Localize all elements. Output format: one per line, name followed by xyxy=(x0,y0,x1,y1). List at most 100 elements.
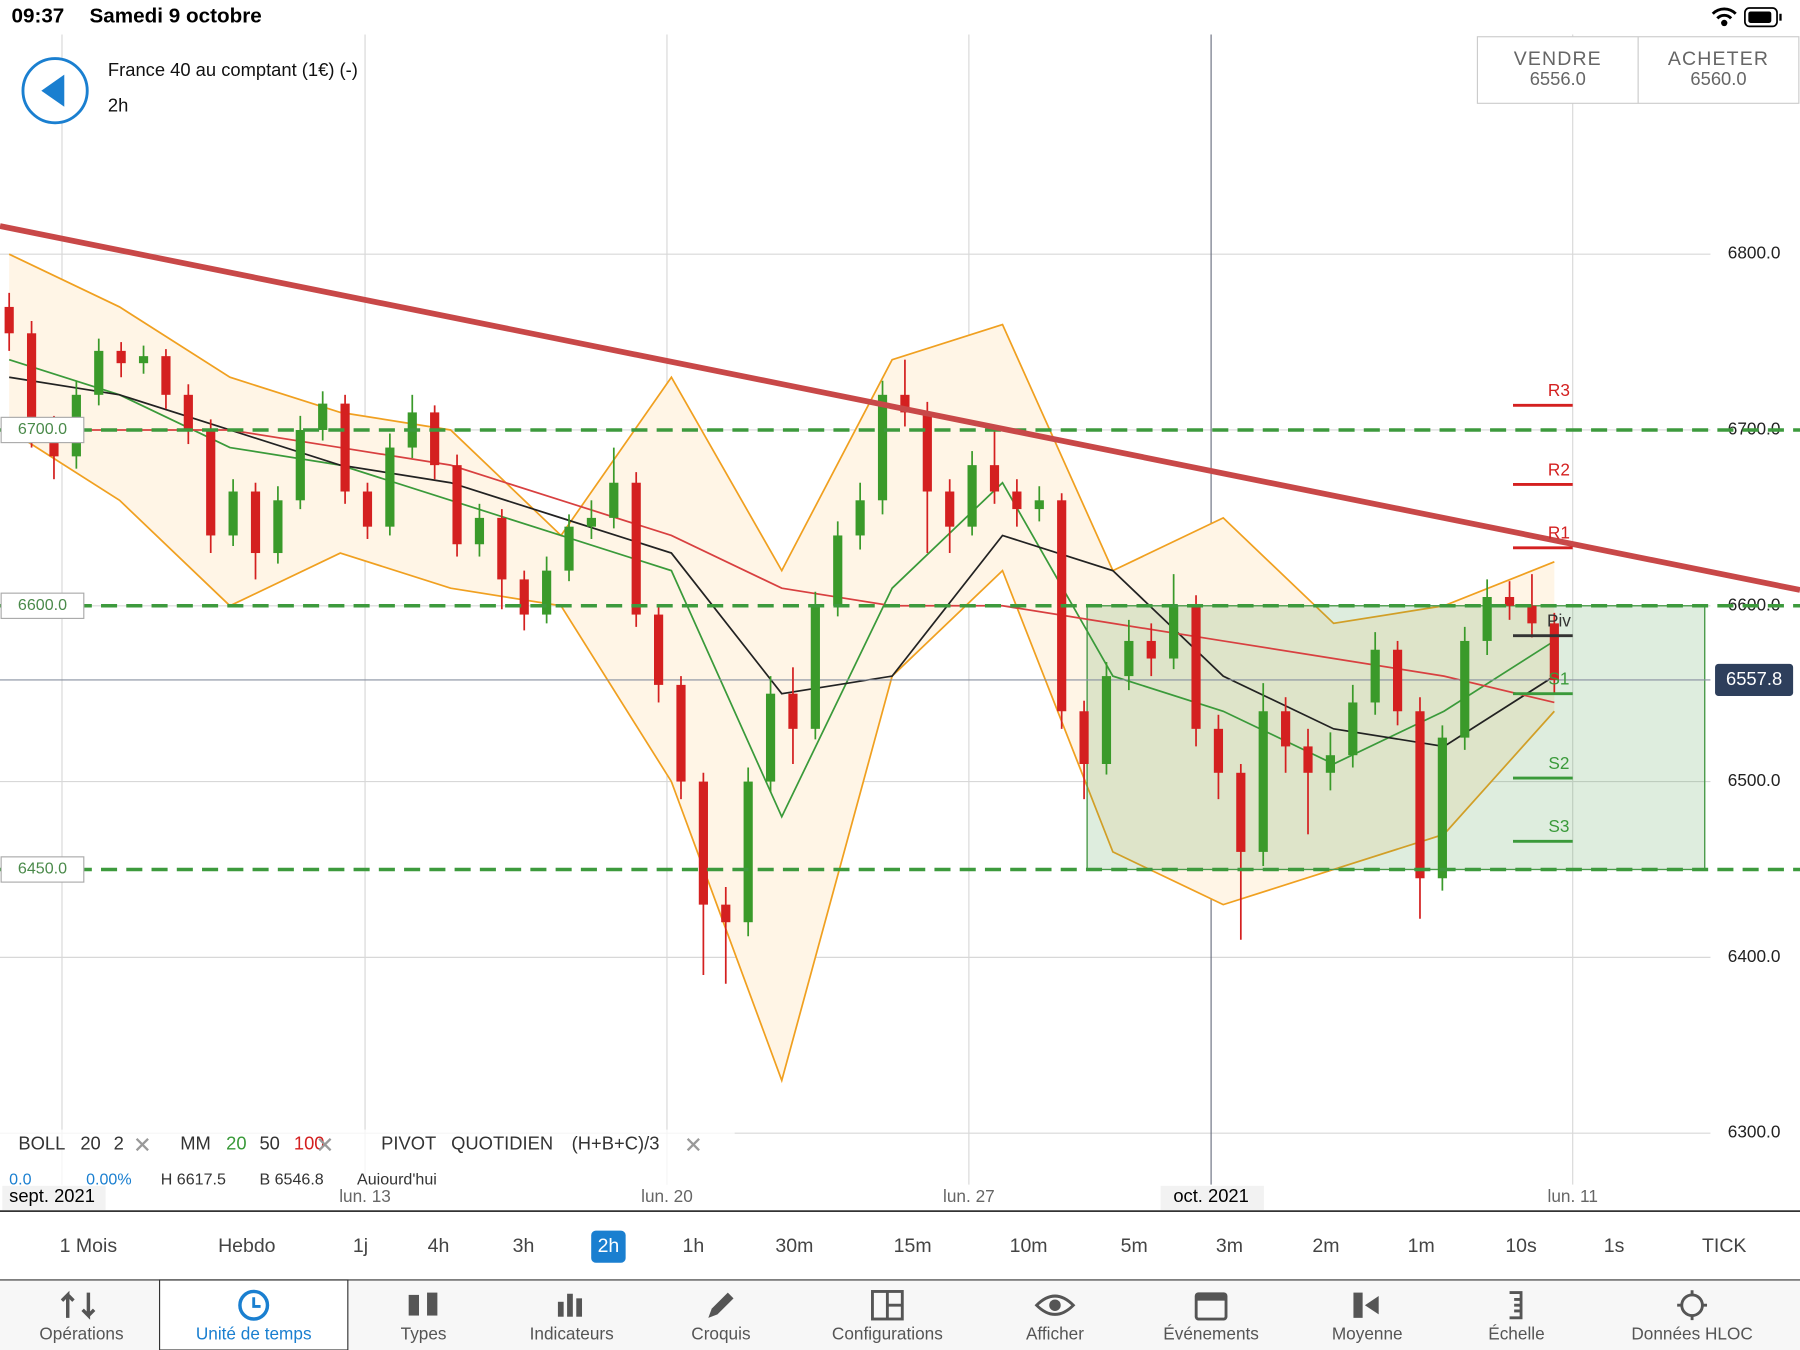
toolbar-button[interactable]: Configurations xyxy=(832,1290,943,1344)
timeframe-button[interactable]: 3h xyxy=(513,1235,535,1257)
toolbar-button[interactable]: Opérations xyxy=(39,1290,124,1344)
icon-shape xyxy=(567,1293,573,1317)
candle-body xyxy=(250,491,261,554)
candle-body xyxy=(273,500,283,554)
plot-area xyxy=(0,253,1711,1084)
icon-shape xyxy=(1034,1294,1076,1316)
toolbar-icon xyxy=(871,1290,904,1321)
toolbar-label: Afficher xyxy=(1026,1324,1084,1344)
status-time: 09:37 xyxy=(11,5,64,28)
y-tick-label: 6500.0 xyxy=(1728,770,1781,790)
candle-body xyxy=(810,605,820,729)
candle-body xyxy=(26,333,37,430)
candle-body xyxy=(1101,676,1112,764)
toolbar-button[interactable]: Indicateurs xyxy=(530,1293,614,1344)
remove-pivot[interactable] xyxy=(686,1137,700,1152)
toolbar-label: Événements xyxy=(1163,1324,1259,1344)
timeframe-button[interactable]: 4h xyxy=(428,1235,450,1257)
toolbar-icon xyxy=(1509,1291,1523,1320)
timeframe-label: TICK xyxy=(1702,1235,1746,1257)
candle-body xyxy=(340,403,350,492)
x-tick-label: lun. 13 xyxy=(339,1186,391,1206)
toolbar-button[interactable]: Types xyxy=(401,1292,447,1344)
x-axis-bg xyxy=(0,1184,1800,1212)
timeframe-button[interactable]: TICK xyxy=(1702,1235,1746,1257)
toolbar-button[interactable]: Moyenne xyxy=(1332,1292,1403,1344)
timeframe-button[interactable]: 1 Mois xyxy=(60,1235,118,1257)
timeframe-button[interactable]: 1s xyxy=(1604,1235,1625,1257)
buy-label: ACHETER xyxy=(1668,48,1769,70)
candle-body xyxy=(1258,711,1268,852)
y-tick-label: 6300.0 xyxy=(1728,1122,1781,1142)
candle-body xyxy=(1325,755,1335,773)
interval-label: 2h xyxy=(108,95,128,116)
toolbar-icon xyxy=(708,1292,734,1318)
candle-body xyxy=(519,579,529,615)
toolbar-button[interactable]: Événements xyxy=(1163,1292,1259,1344)
candle-body xyxy=(833,535,843,606)
candle-body xyxy=(1012,491,1022,510)
toolbar-icon xyxy=(557,1293,583,1317)
timeframe-label: 3m xyxy=(1216,1235,1243,1257)
candle-body xyxy=(989,465,1000,492)
candle-body xyxy=(631,482,641,615)
timeframe-button[interactable]: 15m xyxy=(894,1235,932,1257)
pivot-label: Piv xyxy=(1547,610,1571,630)
timeframe-label: 10m xyxy=(1010,1235,1048,1257)
icon-shape xyxy=(708,1292,734,1318)
candle-body xyxy=(765,693,776,782)
candle-body xyxy=(1504,596,1515,606)
wifi-icon xyxy=(1711,7,1737,27)
timeframe-button[interactable]: 1j xyxy=(353,1235,368,1257)
candle-body xyxy=(1146,640,1156,659)
status-date: Samedi 9 octobre xyxy=(90,5,262,28)
indicator-param: 100 xyxy=(294,1132,325,1153)
candle-body xyxy=(228,491,238,536)
toolbar-button[interactable]: Échelle xyxy=(1488,1291,1545,1344)
timeframe-button[interactable]: 2h xyxy=(591,1230,626,1263)
level-label: 6700.0 xyxy=(18,420,67,438)
indicator-info: 0.0 0.00% H 6617.5 B 6546.8 Aujourd'hui xyxy=(9,1170,437,1188)
level-label-box xyxy=(0,856,85,883)
pivot-label: R1 xyxy=(1548,523,1570,543)
y-tick-label: 6400.0 xyxy=(1728,946,1781,966)
timeframe-button[interactable]: 10m xyxy=(1010,1235,1048,1257)
timeframe-button[interactable]: Hebdo xyxy=(218,1235,276,1257)
back-button[interactable] xyxy=(21,57,89,125)
timeframe-button[interactable]: 1h xyxy=(683,1235,705,1257)
remove-mm[interactable] xyxy=(318,1137,332,1152)
info-change: 0.0 xyxy=(9,1170,31,1188)
timeframe-button[interactable]: 2m xyxy=(1312,1235,1339,1257)
sell-button[interactable]: VENDRE 6556.0 xyxy=(1514,48,1602,89)
icon-shape xyxy=(408,1294,420,1316)
icon-shape xyxy=(1353,1292,1363,1318)
info-low: B 6546.8 xyxy=(259,1170,323,1188)
candle-body xyxy=(542,570,552,615)
timeframe-label: 2h xyxy=(598,1235,620,1257)
last-price-label: 6557.8 xyxy=(1726,668,1782,689)
buy-button[interactable]: ACHETER 6560.0 xyxy=(1668,48,1769,89)
toolbar-button[interactable]: Données HLOC xyxy=(1631,1290,1753,1344)
timeframe-label: Hebdo xyxy=(218,1235,276,1257)
toolbar-button[interactable]: Unité de temps xyxy=(196,1289,312,1344)
candle-body xyxy=(743,781,753,923)
level-label-box xyxy=(0,416,85,444)
toolbar-label: Moyenne xyxy=(1332,1324,1403,1344)
remove-icons xyxy=(135,1137,700,1152)
timeframe-button[interactable]: 30m xyxy=(775,1235,813,1257)
timeframe-button[interactable]: 3m xyxy=(1216,1235,1243,1257)
timeframe-button[interactable]: 10s xyxy=(1505,1235,1537,1257)
timeframe-button[interactable]: 5m xyxy=(1121,1235,1148,1257)
timeframe-button[interactable]: 1m xyxy=(1408,1235,1435,1257)
toolbar-icon xyxy=(408,1292,438,1316)
toolbar-label: Indicateurs xyxy=(530,1324,614,1344)
remove-boll[interactable] xyxy=(135,1137,149,1152)
timeframe-label: 1s xyxy=(1604,1235,1625,1257)
timeframe-selected-bg xyxy=(591,1230,626,1263)
candle-body xyxy=(1482,596,1492,641)
last-price-box xyxy=(1715,663,1794,697)
timeframe-label: 1 Mois xyxy=(60,1235,118,1257)
toolbar-button[interactable]: Afficher xyxy=(1026,1294,1084,1344)
toolbar-button[interactable]: Croquis xyxy=(691,1292,751,1344)
